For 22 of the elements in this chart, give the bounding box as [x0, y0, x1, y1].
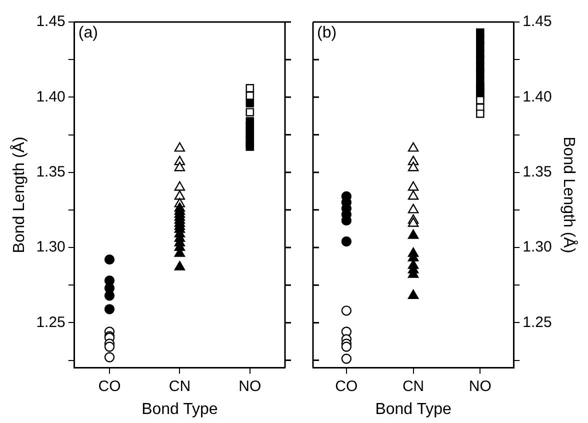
y2-tick-label: 1.45: [522, 13, 552, 30]
y2-tick-label: 1.40: [522, 88, 552, 106]
x-tick-label: NO: [468, 378, 492, 395]
y2-tick-label: 1.25: [522, 314, 552, 331]
annotation: (b): [317, 24, 337, 42]
x-tick-label: NO: [238, 378, 262, 395]
x-axis-title: Bond Type: [375, 400, 452, 418]
y2-tick-label: 1.35: [522, 163, 552, 180]
x-tick-label: CO: [98, 378, 121, 395]
annotation: (a): [78, 24, 98, 42]
y-tick-label: 1.40: [36, 88, 66, 106]
y-tick-label: 1.35: [36, 163, 66, 180]
x-axis-title: Bond Type: [142, 400, 218, 418]
y2-axis-title: Bond Length (Å): [560, 136, 578, 254]
y-tick-label: 1.25: [36, 314, 66, 331]
x-tick-label: CN: [168, 378, 191, 395]
y-tick-label: 1.45: [36, 13, 66, 30]
y-tick-label: 1.30: [36, 238, 66, 256]
y2-tick-label: 1.30: [522, 238, 552, 256]
y-axis-title: Bond Length (Å): [10, 136, 28, 254]
x-tick-label: CN: [402, 378, 424, 395]
x-tick-label: CO: [335, 378, 358, 395]
